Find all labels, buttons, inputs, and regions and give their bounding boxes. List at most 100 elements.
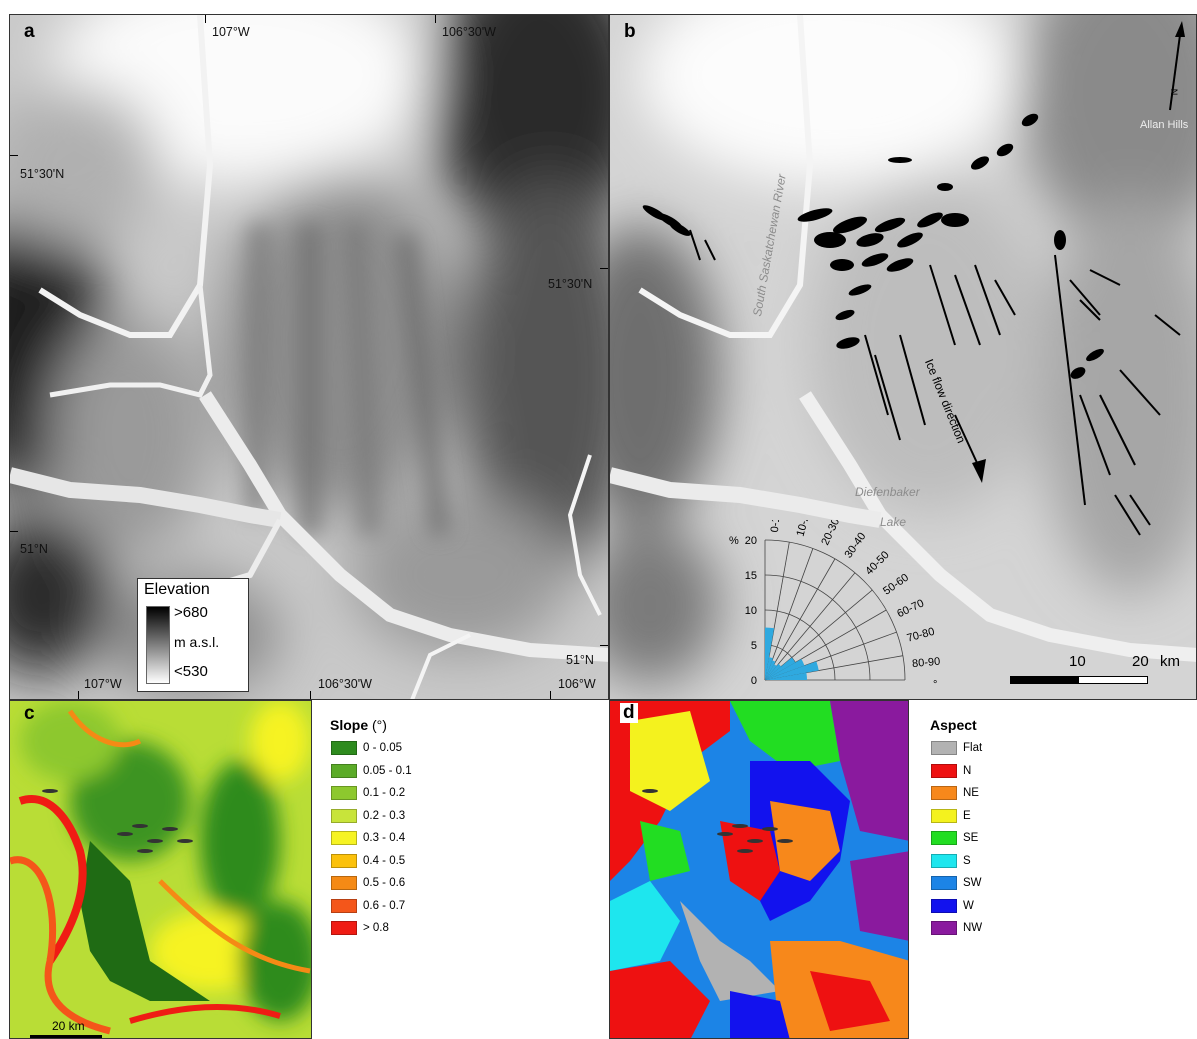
slope-legend-swatch: [331, 831, 357, 845]
coord-left-5130n: 51°30'N: [20, 167, 65, 181]
slope-legend-row: 0 - 0.05: [331, 740, 402, 756]
elevation-high-label: >680: [174, 604, 208, 621]
slope-legend-row: 0.3 - 0.4: [331, 830, 405, 846]
slope-legend-swatch: [331, 763, 357, 778]
elevation-unit-label: m a.s.l.: [174, 634, 220, 650]
aspect-legend-row: W: [931, 898, 974, 914]
rose-sector-10-20: [765, 657, 773, 680]
rose-sector-30-40: [765, 664, 777, 680]
slope-legend-label: 0 - 0.05: [363, 742, 402, 754]
rose-radial-tick: 0: [751, 675, 757, 687]
slope-legend-row: 0.2 - 0.3: [331, 808, 405, 824]
rose-grid: [764, 539, 906, 681]
slope-legend-swatch: [331, 853, 357, 868]
rose-sector-label: 80-90: [912, 656, 941, 670]
aspect-legend-row: NE: [931, 785, 979, 801]
glacial-lineations: [689, 229, 1181, 536]
slope-legend-label: 0.3 - 0.4: [363, 832, 406, 844]
coord-left-51n: 51°N: [20, 542, 48, 556]
coord-bottom-106w: 106°W: [558, 677, 596, 691]
elevation-legend: Elevation >680 m a.s.l. <530: [137, 578, 249, 692]
slope-legend-swatch: [331, 741, 357, 755]
rose-sector-50-60: [765, 657, 796, 680]
elevation-gradient-bar: [146, 606, 170, 684]
rose-spoke: [764, 572, 856, 681]
aspect-legend-swatch: [931, 921, 957, 935]
mapped-landforms: [642, 113, 1104, 379]
slope-legend-row: 0.4 - 0.5: [331, 853, 405, 869]
slope-raster: [10, 701, 311, 1038]
rose-spoke: [764, 558, 836, 681]
aspect-legend-swatch: [931, 808, 957, 823]
aspect-legend-label: SW: [963, 877, 982, 889]
aspect-legend-label: S: [963, 854, 971, 867]
rose-sector-label: 60-70: [895, 597, 926, 620]
elevation-legend-title: Elevation: [144, 581, 210, 598]
rose-spoke: [764, 655, 903, 681]
slope-legend-row: 0.05 - 0.1: [331, 763, 412, 779]
elevation-low-label: <530: [174, 663, 208, 680]
rose-sector-label: 0-10: [769, 520, 783, 533]
aspect-legend-swatch: [931, 853, 957, 868]
rose-percent-label: %: [729, 535, 739, 547]
rose-sector-label: 10-20: [795, 520, 814, 538]
panel-c-slope-map: c 20 km: [9, 700, 312, 1039]
slope-legend-label: 0.6 - 0.7: [363, 899, 406, 912]
aspect-legend-row: S: [931, 853, 971, 869]
coord-bottom-107w: 107°W: [84, 677, 122, 691]
scale-label-10: 10: [1069, 653, 1086, 670]
scale-label-20: 20: [1132, 653, 1149, 670]
coord-right-5130n: 51°30'N: [548, 277, 593, 291]
slope-legend-title-text: Slope: [330, 717, 369, 733]
tick-bottom-107w: [78, 691, 79, 699]
slope-legend-label: 0.05 - 0.1: [363, 764, 412, 777]
landform-map-raster: [610, 15, 1196, 699]
slope-legend-unit: (°): [372, 717, 387, 733]
tick-bottom-10630w: [310, 691, 311, 699]
tick-right-51n: [600, 645, 608, 646]
rose-sector-label: 50-60: [881, 572, 911, 598]
north-arrow-icon: [1169, 21, 1185, 111]
rose-spoke: [764, 631, 897, 681]
slope-legend-label: 0.5 - 0.6: [363, 877, 406, 889]
rose-radial-tick: 10: [745, 605, 757, 617]
tick-bottom-106w: [550, 691, 551, 699]
rose-spoke: [764, 542, 790, 681]
panel-letter-c: c: [24, 703, 35, 724]
tick-top-10630w: [435, 15, 436, 23]
lake-label-line1: Diefenbaker: [855, 485, 920, 499]
aspect-legend-swatch: [931, 786, 957, 800]
slope-legend-row: > 0.8: [331, 920, 389, 936]
coord-right-51n: 51°N: [566, 653, 594, 667]
slope-legend-label: 0.2 - 0.3: [363, 809, 406, 822]
elevation-raster: [10, 15, 608, 699]
tick-left-5130n: [10, 155, 18, 156]
aspect-legend-swatch: [931, 763, 957, 778]
rose-sector-80-90: [765, 672, 807, 680]
rose-radial-tick: 15: [745, 570, 757, 582]
aspect-legend-row: E: [931, 808, 971, 824]
slope-legend-swatch: [331, 808, 357, 823]
aspect-legend-row: N: [931, 763, 971, 779]
rose-ring: [764, 539, 906, 681]
rose-sector-0-10: [765, 627, 775, 680]
aspect-legend-swatch: [931, 876, 957, 890]
panel-letter-d: d: [620, 703, 638, 723]
rose-sector-label: 70-80: [906, 626, 936, 645]
aspect-legend-row: NW: [931, 920, 982, 936]
rose-sector-label: 40-50: [863, 549, 891, 577]
aspect-legend-label: NE: [963, 787, 979, 799]
rose-ring: [764, 609, 836, 681]
rose-spoke: [764, 548, 814, 681]
panel-letter-a: a: [24, 21, 35, 42]
aspect-raster: [610, 701, 908, 1038]
aspect-legend-label: SE: [963, 832, 979, 844]
ice-flow-arrow: [954, 414, 986, 483]
slope-legend-swatch: [331, 786, 357, 800]
coord-top-10630w: 106°30'W: [442, 25, 496, 39]
aspect-legend-swatch: [931, 831, 957, 845]
rose-sectors: [765, 627, 819, 680]
rose-degree-label: °: [933, 679, 937, 690]
panel-letter-b: b: [624, 21, 636, 42]
